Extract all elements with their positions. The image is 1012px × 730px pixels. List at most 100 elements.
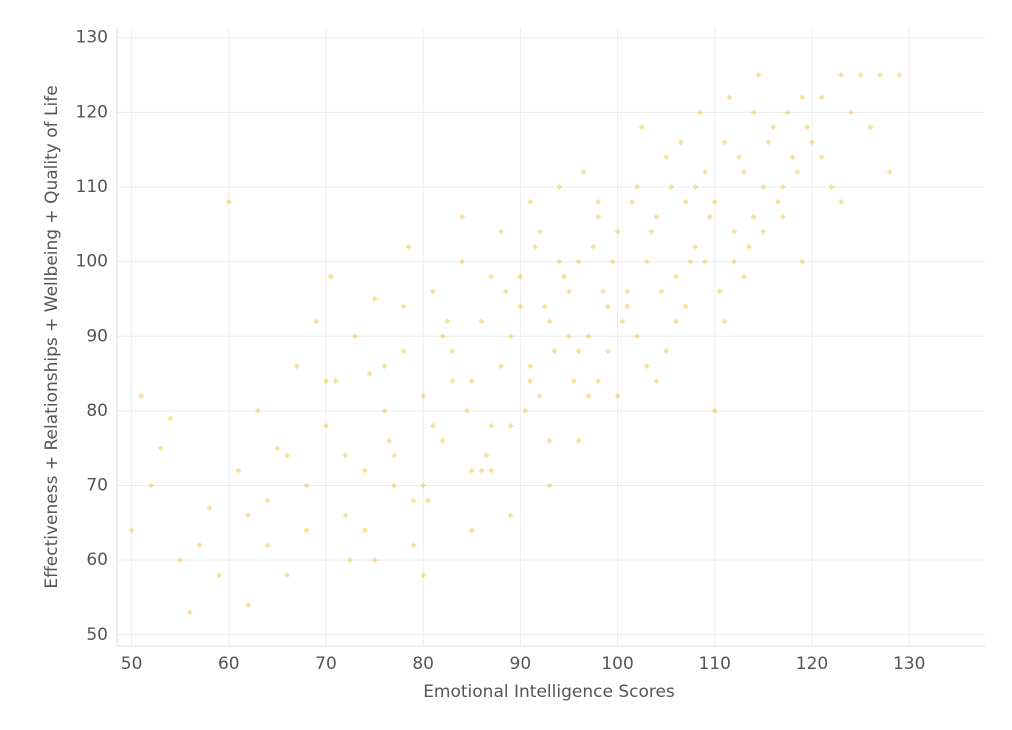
point <box>808 139 815 146</box>
point <box>206 504 213 511</box>
point <box>429 422 436 429</box>
point <box>541 303 548 310</box>
point <box>765 139 772 146</box>
point <box>497 228 504 235</box>
point <box>682 198 689 205</box>
point <box>468 527 475 534</box>
point <box>439 333 446 340</box>
point <box>745 243 752 250</box>
point <box>570 378 577 385</box>
point <box>468 378 475 385</box>
point <box>342 512 349 519</box>
point <box>794 169 801 176</box>
point <box>595 378 602 385</box>
point <box>575 258 582 265</box>
point <box>565 333 572 340</box>
point <box>420 392 427 399</box>
point <box>609 258 616 265</box>
point <box>779 213 786 220</box>
point <box>575 437 582 444</box>
point <box>157 445 164 452</box>
point <box>322 378 329 385</box>
point <box>517 273 524 280</box>
point <box>502 288 509 295</box>
point <box>420 482 427 489</box>
point <box>702 258 709 265</box>
point <box>740 273 747 280</box>
point <box>405 243 412 250</box>
point <box>381 363 388 370</box>
point <box>687 258 694 265</box>
point <box>750 109 757 116</box>
point <box>750 213 757 220</box>
x-tick-label: 70 <box>315 654 337 674</box>
point <box>668 183 675 190</box>
x-tick-label: 110 <box>699 654 731 674</box>
point <box>638 124 645 131</box>
x-axis-label: Emotional Intelligence Scores <box>423 682 675 702</box>
point <box>604 303 611 310</box>
point <box>463 407 470 414</box>
point <box>167 415 174 422</box>
point <box>736 154 743 161</box>
point <box>774 198 781 205</box>
point <box>580 169 587 176</box>
point <box>896 72 903 79</box>
point <box>478 318 485 325</box>
point <box>711 198 718 205</box>
x-tick-label: 130 <box>893 654 925 674</box>
point <box>614 392 621 399</box>
point <box>760 228 767 235</box>
point <box>527 363 534 370</box>
x-tick-label: 120 <box>796 654 828 674</box>
point <box>361 467 368 474</box>
point <box>877 72 884 79</box>
point <box>439 437 446 444</box>
point <box>565 288 572 295</box>
point <box>556 183 563 190</box>
point <box>327 273 334 280</box>
point <box>760 183 767 190</box>
point <box>245 512 252 519</box>
point <box>245 601 252 608</box>
point <box>672 318 679 325</box>
point <box>755 72 762 79</box>
point <box>386 437 393 444</box>
point <box>867 124 874 131</box>
point <box>371 295 378 302</box>
point <box>507 512 514 519</box>
y-tick-label: 100 <box>76 252 108 272</box>
point <box>284 452 291 459</box>
point <box>838 72 845 79</box>
point <box>527 198 534 205</box>
point <box>347 557 354 564</box>
point <box>546 482 553 489</box>
x-tick-label: 50 <box>121 654 143 674</box>
point <box>556 258 563 265</box>
point <box>235 467 242 474</box>
point <box>254 407 261 414</box>
point <box>303 527 310 534</box>
point <box>590 243 597 250</box>
x-tick-label: 60 <box>218 654 240 674</box>
point <box>726 94 733 101</box>
point <box>371 557 378 564</box>
point <box>585 392 592 399</box>
point <box>653 378 660 385</box>
point <box>527 378 534 385</box>
point <box>332 378 339 385</box>
point <box>420 572 427 579</box>
point <box>624 303 631 310</box>
point <box>284 572 291 579</box>
point <box>595 198 602 205</box>
point <box>663 154 670 161</box>
point <box>643 363 650 370</box>
point <box>425 497 432 504</box>
y-tick-label: 120 <box>76 102 108 122</box>
point <box>225 198 232 205</box>
point <box>828 183 835 190</box>
point <box>361 527 368 534</box>
point <box>629 198 636 205</box>
point <box>804 124 811 131</box>
point <box>716 288 723 295</box>
